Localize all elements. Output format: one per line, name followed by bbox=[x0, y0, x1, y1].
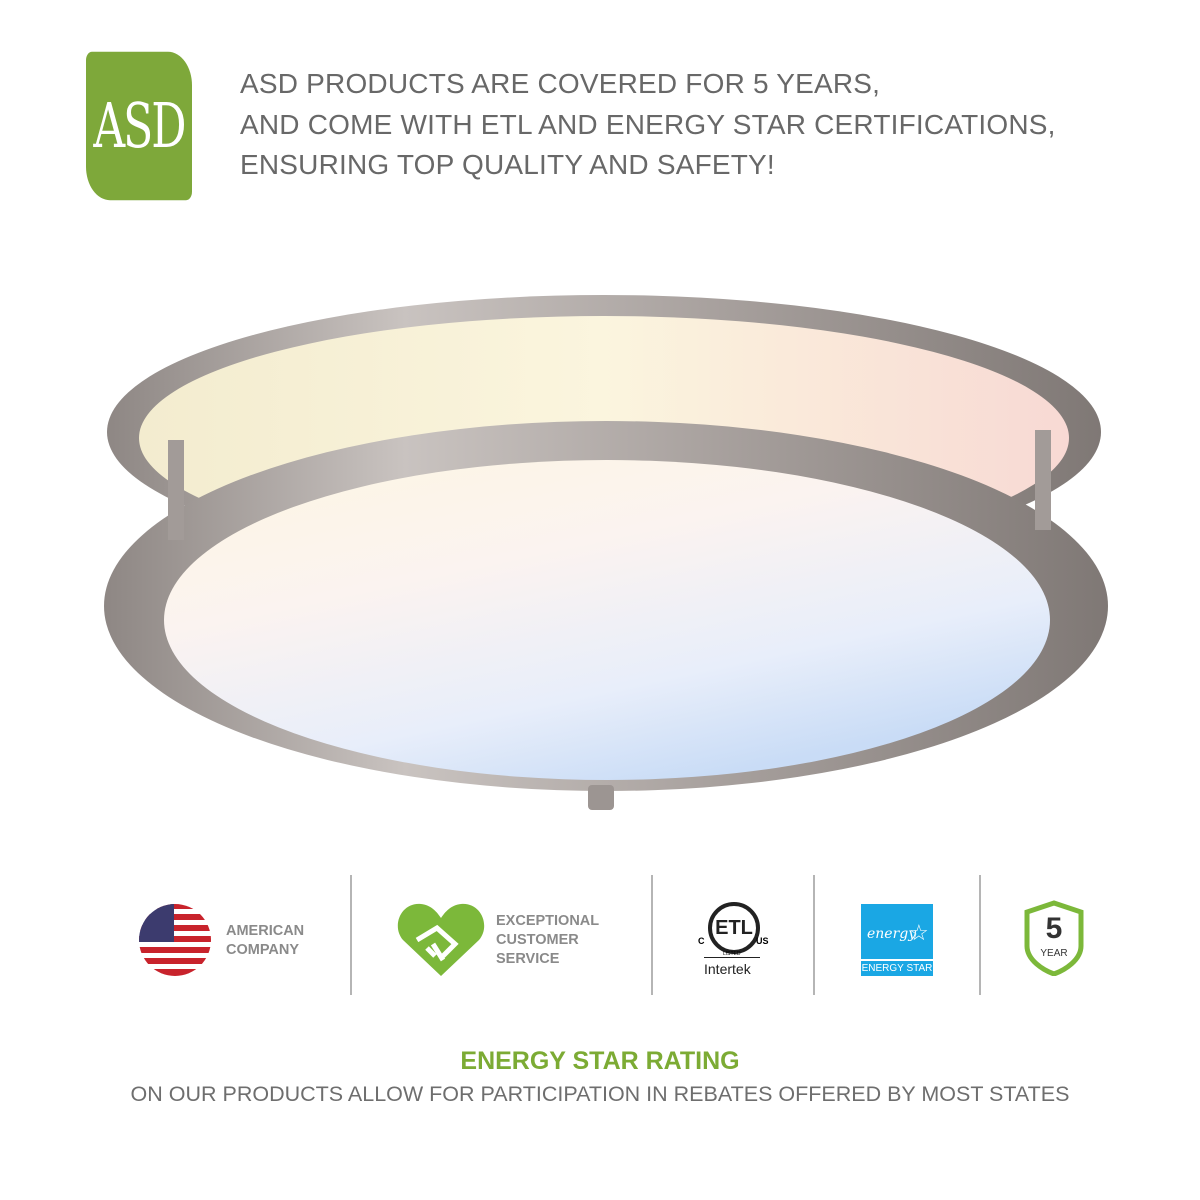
divider bbox=[350, 875, 352, 995]
american-company-label: AMERICAN COMPANY bbox=[226, 923, 305, 958]
heart-handshake-icon bbox=[397, 903, 485, 976]
ceiling-light-image bbox=[104, 295, 1108, 810]
etl-listed-icon: ETL C US LISTED Intertek bbox=[698, 902, 770, 982]
header-line-3: ENSURING TOP QUALITY AND SAFETY! bbox=[240, 149, 775, 180]
customer-service-label: EXCEPTIONAL CUSTOMER SERVICE bbox=[496, 913, 600, 967]
divider bbox=[813, 875, 815, 995]
divider bbox=[651, 875, 653, 995]
rating-subtitle: ON OUR PRODUCTS ALLOW FOR PARTICIPATION … bbox=[130, 1082, 1070, 1106]
rating-title: ENERGY STAR RATING bbox=[460, 1047, 740, 1075]
energy-star-icon: energy ☆ ENERGY STAR bbox=[861, 904, 933, 976]
us-flag-icon bbox=[139, 904, 211, 976]
asd-logo: ASD bbox=[86, 51, 192, 201]
logo-text: ASD bbox=[93, 90, 186, 162]
divider bbox=[979, 875, 981, 995]
warranty-number: 5 bbox=[1045, 912, 1063, 945]
header-line-1: ASD PRODUCTS ARE COVERED FOR 5 YEARS, bbox=[240, 68, 881, 99]
header-line-2: AND COME WITH ETL AND ENERGY STAR CERTIF… bbox=[240, 109, 1056, 140]
warranty-caption: YEAR bbox=[1040, 948, 1068, 959]
shield-icon bbox=[1024, 900, 1084, 976]
